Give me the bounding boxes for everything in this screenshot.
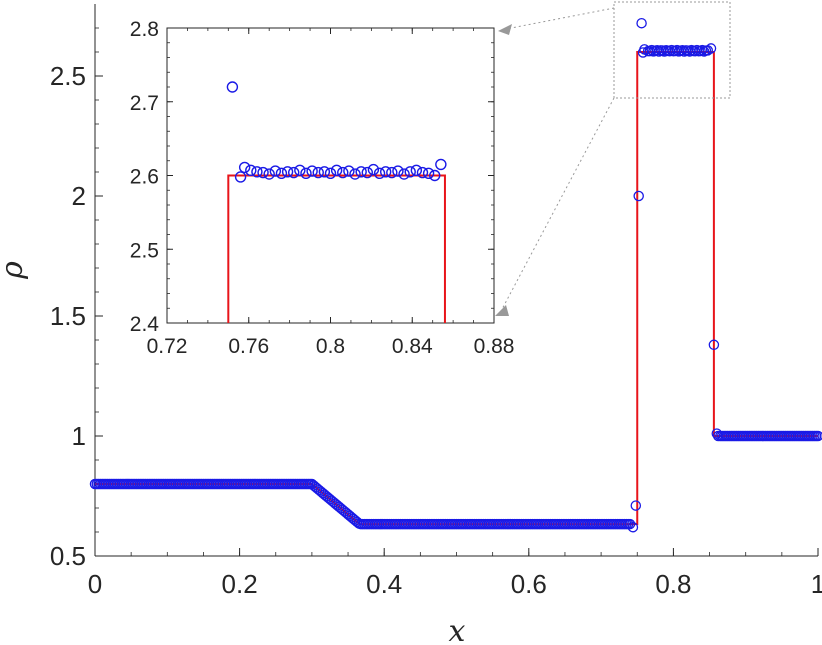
inset-y-tick-label: 2.8 bbox=[130, 18, 159, 41]
inset-numerical-point bbox=[245, 164, 257, 177]
inset-numerical-point bbox=[281, 166, 294, 178]
x-tick-label: 1 bbox=[811, 569, 822, 599]
numerical-point bbox=[627, 521, 639, 533]
inset-numerical-point bbox=[386, 166, 398, 179]
inset-numerical-point bbox=[355, 166, 367, 178]
inset-numerical-point bbox=[312, 166, 324, 179]
inset-y-tick-label: 2.7 bbox=[130, 92, 159, 115]
inset-numerical-point bbox=[275, 167, 288, 179]
y-axis-label: ρ bbox=[0, 261, 30, 280]
inset-numerical-point bbox=[422, 167, 435, 179]
inset-numerical-point bbox=[294, 164, 306, 177]
inset-numerical-point bbox=[288, 166, 300, 179]
main-plot: 0 0.2 0.4 0.6 0.8 1 0.5 1 1.5 2 2.5 bbox=[50, 4, 822, 599]
numerical-point bbox=[639, 44, 650, 55]
inset-numerical-point bbox=[306, 165, 318, 177]
arrow-head-bottom bbox=[495, 305, 509, 316]
inset-numerical-point bbox=[251, 166, 263, 178]
zoom-guides bbox=[495, 1, 731, 316]
inset-numerical-point bbox=[226, 81, 239, 93]
inset-numerical-point bbox=[343, 165, 355, 177]
inset-numerical-point bbox=[367, 163, 380, 176]
inset-y-tick-label: 2.4 bbox=[130, 313, 160, 336]
y-tick-label: 1.5 bbox=[50, 301, 86, 331]
x-tick-label: 0.4 bbox=[366, 569, 402, 599]
x-tick-label: 0.6 bbox=[511, 569, 547, 599]
inset-numerical-markers bbox=[226, 81, 447, 183]
x-axis-label: x bbox=[449, 614, 466, 645]
inset-numerical-point bbox=[392, 165, 404, 177]
inset-numerical-point bbox=[379, 166, 392, 178]
inset-numerical-point bbox=[416, 166, 429, 179]
inset-x-tick-label: 0.84 bbox=[392, 335, 433, 358]
numerical-point bbox=[812, 430, 822, 442]
inset-numerical-point bbox=[404, 166, 416, 178]
numerical-markers bbox=[89, 17, 822, 533]
inset-numerical-point bbox=[373, 167, 386, 179]
inset-x-tick-label: 0.76 bbox=[228, 335, 269, 358]
inset-numerical-point bbox=[349, 168, 361, 180]
zoom-guide-bottom bbox=[499, 97, 615, 314]
inset-numerical-point bbox=[300, 167, 312, 179]
exact-solution-line bbox=[95, 51, 818, 526]
zoom-box bbox=[613, 1, 731, 99]
x-tick-label: 0 bbox=[88, 569, 102, 599]
numerical-point bbox=[708, 339, 720, 351]
numerical-point bbox=[705, 43, 717, 54]
inset-numerical-point bbox=[324, 167, 337, 179]
numerical-point bbox=[712, 430, 724, 442]
inset-x-tick-label: 0.88 bbox=[474, 335, 515, 358]
inset-numerical-point bbox=[269, 165, 282, 177]
y-tick-label: 2.5 bbox=[50, 61, 86, 91]
zoom-guide-top bbox=[505, 7, 615, 30]
inset-numerical-point bbox=[263, 168, 275, 180]
y-tick-label: 1 bbox=[72, 421, 86, 451]
inset-numerical-point bbox=[238, 161, 251, 174]
numerical-point bbox=[633, 190, 644, 202]
inset-numerical-point bbox=[435, 158, 447, 171]
numerical-point bbox=[711, 428, 723, 439]
x-tick-label: 0.2 bbox=[222, 569, 258, 599]
inset-numerical-point bbox=[318, 166, 331, 178]
numerical-point bbox=[630, 500, 642, 511]
y-tick-label: 0.5 bbox=[50, 541, 86, 571]
inset-y-tick-label: 2.6 bbox=[130, 166, 159, 189]
inset-numerical-point bbox=[257, 166, 269, 179]
inset-numerical-point bbox=[410, 164, 423, 177]
numerical-point bbox=[624, 518, 636, 530]
inset-numerical-point bbox=[398, 168, 410, 180]
inset-numerical-point bbox=[429, 169, 441, 182]
inset-numerical-point bbox=[361, 166, 373, 179]
inset-x-tick-label: 0.8 bbox=[316, 335, 345, 358]
x-tick-label: 0.8 bbox=[655, 569, 691, 599]
inset-numerical-point bbox=[234, 171, 247, 183]
y-tick-label: 2 bbox=[72, 181, 86, 211]
inset-x-tick-label: 0.72 bbox=[147, 335, 188, 358]
numerical-point bbox=[636, 17, 647, 29]
inset-plot: 0.72 0.76 0.8 0.84 0.88 2.4 2.5 2.6 2.7 2.8 bbox=[130, 18, 515, 358]
inset-numerical-point bbox=[330, 164, 343, 177]
arrow-head-top bbox=[498, 24, 512, 35]
inset-y-tick-label: 2.5 bbox=[130, 239, 159, 262]
inset-numerical-point bbox=[337, 166, 349, 179]
